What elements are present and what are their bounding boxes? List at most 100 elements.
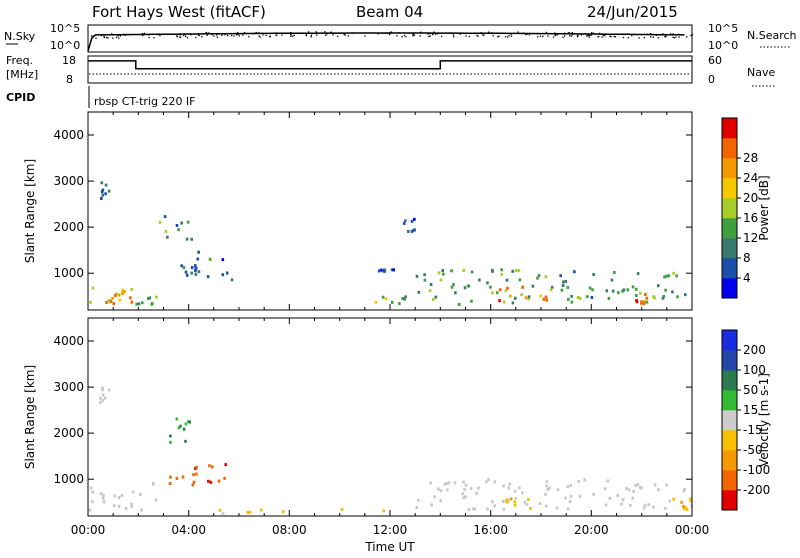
echo-cell bbox=[625, 487, 628, 491]
echo-cell bbox=[101, 398, 104, 402]
echo-cell bbox=[169, 440, 172, 444]
echo-cell bbox=[676, 295, 679, 299]
echo-cell bbox=[218, 508, 222, 512]
echo-cell bbox=[423, 278, 427, 282]
echo-cell bbox=[446, 488, 449, 492]
echo-cell bbox=[507, 498, 510, 502]
echo-cell bbox=[382, 269, 385, 273]
echo-cell bbox=[195, 465, 198, 469]
y-tick-label: 1000 bbox=[53, 472, 84, 486]
colorbar-swatch bbox=[722, 218, 737, 239]
noise-search-point bbox=[673, 37, 676, 39]
echo-cell bbox=[177, 426, 181, 430]
noise-search-point bbox=[448, 32, 451, 34]
colorbar-tick-label: 16 bbox=[743, 211, 758, 225]
echo-cell bbox=[91, 286, 95, 290]
echo-cell bbox=[549, 288, 553, 292]
power-axes: 1000 2000 3000 4000 bbox=[53, 112, 693, 310]
echo-cell bbox=[603, 487, 607, 491]
noise-search-point bbox=[562, 36, 564, 38]
power-colorbar: 4 8 12 16 20 24 28 Power [dB] bbox=[721, 117, 771, 299]
echo-cell bbox=[518, 486, 521, 490]
echo-cell bbox=[464, 495, 467, 499]
echo-cell bbox=[622, 288, 626, 292]
echo-cell bbox=[101, 193, 104, 197]
echo-cell bbox=[689, 497, 692, 501]
echo-cell bbox=[374, 300, 378, 304]
noise-search-point bbox=[316, 34, 318, 36]
noise-search-point bbox=[248, 36, 250, 38]
noise-search-point bbox=[564, 32, 566, 34]
noise-search-point bbox=[452, 34, 455, 36]
echo-cell bbox=[121, 292, 125, 296]
noise-search-point bbox=[641, 34, 643, 36]
echo-cell bbox=[177, 228, 180, 232]
noise-search-point bbox=[419, 35, 421, 37]
noise-search-point bbox=[159, 34, 161, 37]
echo-cell bbox=[544, 492, 547, 496]
noise-search-point bbox=[510, 35, 513, 37]
colorbar-swatch bbox=[722, 278, 737, 299]
echo-cell bbox=[390, 300, 394, 304]
echo-cell bbox=[539, 294, 542, 298]
echo-cell bbox=[631, 285, 635, 289]
noise-search-point bbox=[344, 34, 346, 36]
echo-cell bbox=[377, 269, 381, 273]
echo-cell bbox=[514, 268, 518, 272]
noise-search-point bbox=[588, 34, 590, 36]
echo-cell bbox=[491, 268, 494, 272]
noise-search-point bbox=[107, 37, 109, 39]
echo-cell bbox=[194, 272, 198, 276]
noise-search-point bbox=[405, 36, 407, 38]
noise-search-point bbox=[390, 31, 393, 33]
echo-cell bbox=[450, 269, 453, 273]
noise-search-point bbox=[142, 34, 144, 37]
echo-cell bbox=[505, 278, 509, 282]
noise-search-point bbox=[453, 36, 455, 38]
noise-search-point bbox=[672, 36, 674, 38]
noise-left-tick-top: 10^5 bbox=[50, 22, 80, 35]
echo-cell bbox=[100, 492, 103, 496]
noise-search-point bbox=[429, 35, 431, 37]
velocity-colorbar-label: Velocity [m s-1] bbox=[757, 373, 771, 467]
echo-cell bbox=[462, 269, 465, 272]
echo-cell bbox=[498, 288, 502, 292]
noise-search-point bbox=[111, 33, 113, 35]
power-panel: 1000 2000 3000 4000 Slant Range [km] bbox=[23, 111, 693, 311]
echo-cell bbox=[545, 298, 548, 302]
x-tick-label: 04:00 bbox=[171, 523, 206, 537]
echo-cell bbox=[570, 300, 574, 304]
noise-right-tick-bottom: 10^0 bbox=[708, 39, 738, 52]
x-tick-label: 20:00 bbox=[574, 523, 609, 537]
echo-cell bbox=[606, 479, 610, 483]
echo-cell bbox=[151, 302, 154, 306]
noise-search-point bbox=[643, 37, 645, 39]
echo-cell bbox=[439, 278, 443, 282]
noise-search-point bbox=[269, 35, 271, 37]
echo-cell bbox=[559, 274, 562, 278]
echo-cell bbox=[544, 295, 548, 299]
echo-cell bbox=[404, 295, 407, 299]
echo-cell bbox=[645, 300, 649, 304]
noise-search-point bbox=[537, 36, 539, 38]
echo-cell bbox=[493, 504, 496, 508]
echo-cell bbox=[196, 257, 200, 261]
noise-search-point bbox=[432, 33, 434, 36]
echo-cell bbox=[509, 497, 513, 501]
echo-cell bbox=[340, 508, 344, 511]
echo-cell bbox=[573, 270, 576, 274]
echo-cell bbox=[538, 502, 542, 506]
noise-search-point bbox=[528, 34, 531, 36]
echo-cell bbox=[169, 434, 172, 438]
echo-cell bbox=[504, 289, 508, 293]
echo-cell bbox=[588, 286, 592, 290]
noise-search-point bbox=[620, 33, 622, 35]
echo-cell bbox=[639, 486, 642, 489]
noise-search-point bbox=[311, 33, 313, 35]
echo-cell bbox=[224, 463, 227, 467]
echo-cell bbox=[578, 296, 582, 300]
echo-cell bbox=[562, 280, 565, 284]
noise-search-point bbox=[238, 35, 240, 37]
echo-cell bbox=[616, 494, 619, 497]
echo-cell bbox=[604, 503, 608, 507]
